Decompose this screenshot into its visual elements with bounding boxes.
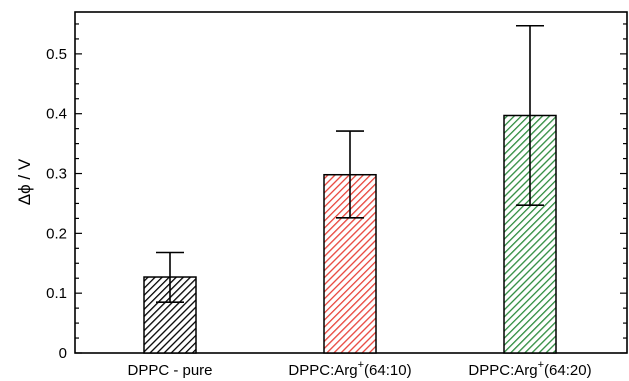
category-label: DPPC:Arg+(64:20) (468, 359, 591, 379)
category-label: DPPC - pure (127, 362, 212, 379)
category-label: DPPC:Arg+(64:10) (288, 359, 411, 379)
y-axis-title: Δϕ / V (15, 158, 34, 205)
y-tick-label: 0.5 (46, 46, 67, 63)
y-tick-label: 0.4 (46, 106, 67, 123)
y-tick-label: 0.1 (46, 285, 67, 302)
y-tick-label: 0.3 (46, 166, 67, 183)
y-tick-label: 0 (59, 345, 67, 362)
y-tick-label: 0.2 (46, 225, 67, 242)
